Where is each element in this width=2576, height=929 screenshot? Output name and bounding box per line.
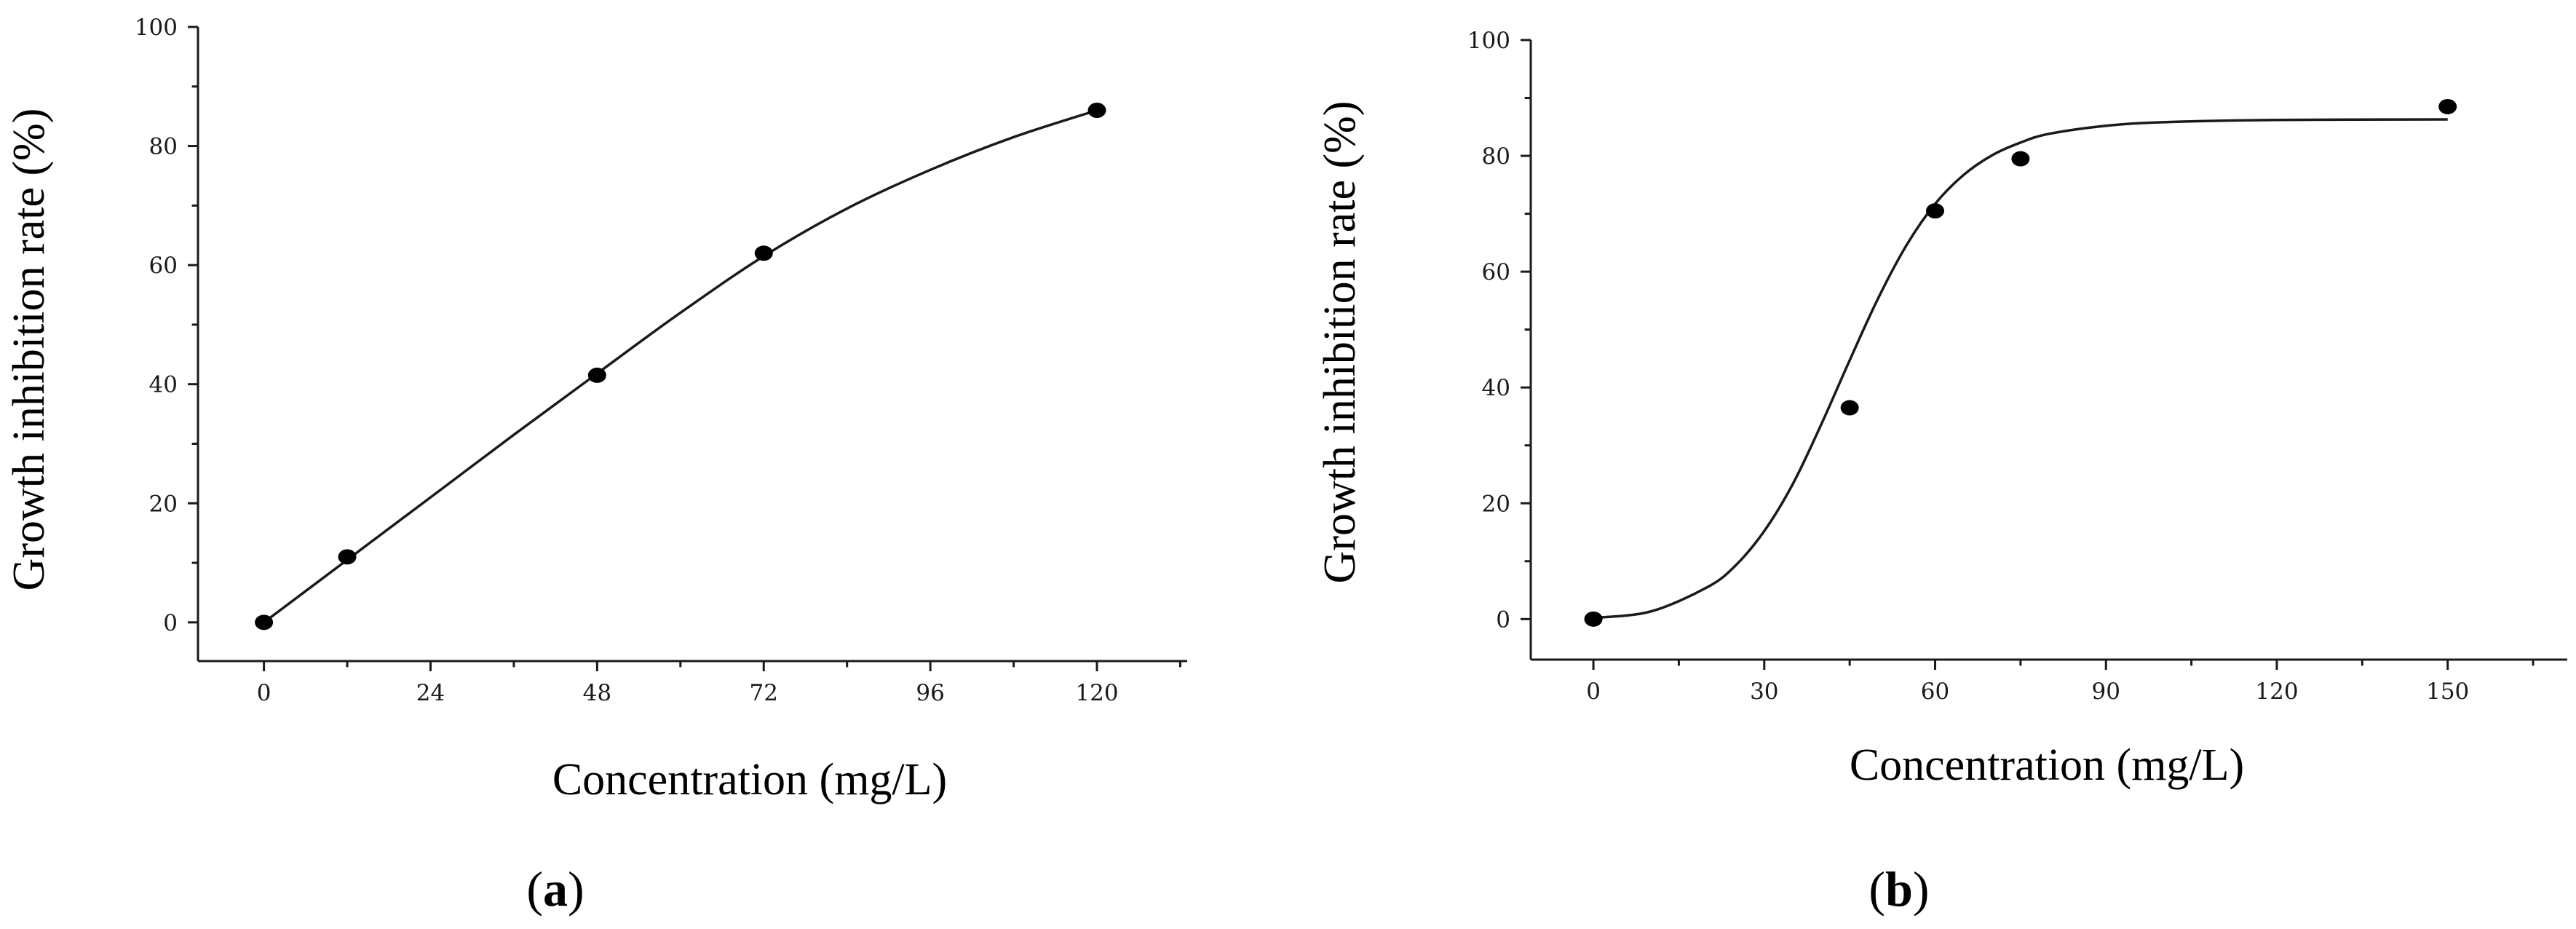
chart-a-x-tick-label: 0 <box>257 680 272 706</box>
chart-b-ticks: 0 30 60 90 120 150 0 20 40 60 80 100 <box>1467 28 2535 705</box>
chart-a: 0 24 48 72 96 120 0 20 40 60 80 100 Concentration (… <box>4 15 1187 917</box>
chart-a-data-point <box>255 614 274 630</box>
chart-b-x-tick-label: 120 <box>2255 679 2298 705</box>
chart-a-fit <box>263 108 1098 624</box>
chart-b-fit-curve <box>1593 118 2448 620</box>
chart-a-fit-curve <box>263 108 1098 624</box>
chart-b-y-tick-label: 80 <box>1482 143 1510 170</box>
chart-a-y-axis-title: Growth inhibition rate (%) <box>4 108 54 591</box>
chart-a-data-point <box>754 245 773 261</box>
chart-a-ticks: 0 24 48 72 96 120 0 20 40 60 80 100 <box>135 15 1181 706</box>
chart-b-x-tick-label: 0 <box>1586 679 1601 705</box>
chart-b-points <box>1584 98 2457 627</box>
chart-a-y-tick-label: 20 <box>149 491 178 517</box>
chart-b-x-tick-label: 60 <box>1921 679 1949 705</box>
chart-a-data-point <box>1087 102 1106 118</box>
chart-b-x-tick-label: 30 <box>1750 679 1778 705</box>
chart-a-data-point <box>338 549 357 565</box>
chart-b-data-point <box>2438 98 2457 114</box>
chart-b-x-tick-label: 90 <box>2092 679 2120 705</box>
chart-b-fit <box>1593 118 2448 620</box>
chart-a-x-axis-title: Concentration (mg/L) <box>552 755 947 805</box>
chart-b-y-tick-label: 40 <box>1482 375 1510 401</box>
chart-b-y-tick-label: 20 <box>1482 491 1510 517</box>
chart-a-y-tick-label: 40 <box>149 372 178 398</box>
chart-a-x-tick-label: 24 <box>416 680 445 706</box>
chart-a-x-tick-label: 96 <box>916 680 944 706</box>
chart-b-data-point <box>1840 400 1859 416</box>
chart-a-x-tick-label: 120 <box>1075 680 1118 706</box>
chart-a-y-tick-label: 60 <box>149 253 178 279</box>
chart-b-data-point <box>1584 611 1603 627</box>
chart-b: 0 30 60 90 120 150 0 20 40 60 80 100 Concentration … <box>1315 28 2567 917</box>
chart-b-panel-letter: b <box>1885 861 1913 917</box>
chart-a-y-tick-label: 100 <box>135 15 178 41</box>
chart-a-x-tick-label: 48 <box>583 680 611 706</box>
chart-b-x-axis-title: Concentration (mg/L) <box>1850 740 2244 790</box>
chart-b-data-point <box>1926 203 1945 219</box>
chart-b-y-tick-label: 100 <box>1467 28 1510 54</box>
chart-a-panel-letter: a <box>543 861 568 917</box>
chart-b-panel-label: (b) <box>1868 861 1929 917</box>
chart-b-x-tick-label: 150 <box>2426 679 2469 705</box>
chart-b-y-axis-title: Growth inhibition rate (%) <box>1315 101 1365 584</box>
chart-b-data-point <box>2011 151 2030 167</box>
chart-b-y-tick-label: 0 <box>1496 606 1510 633</box>
chart-a-y-tick-label: 0 <box>163 610 178 636</box>
chart-a-data-point <box>587 367 606 383</box>
chart-b-y-tick-label: 60 <box>1482 259 1510 285</box>
chart-a-panel-label: (a) <box>526 861 584 917</box>
chart-a-x-tick-label: 72 <box>750 680 778 706</box>
chart-a-y-tick-label: 80 <box>149 134 178 160</box>
chart-a-points <box>255 102 1106 630</box>
